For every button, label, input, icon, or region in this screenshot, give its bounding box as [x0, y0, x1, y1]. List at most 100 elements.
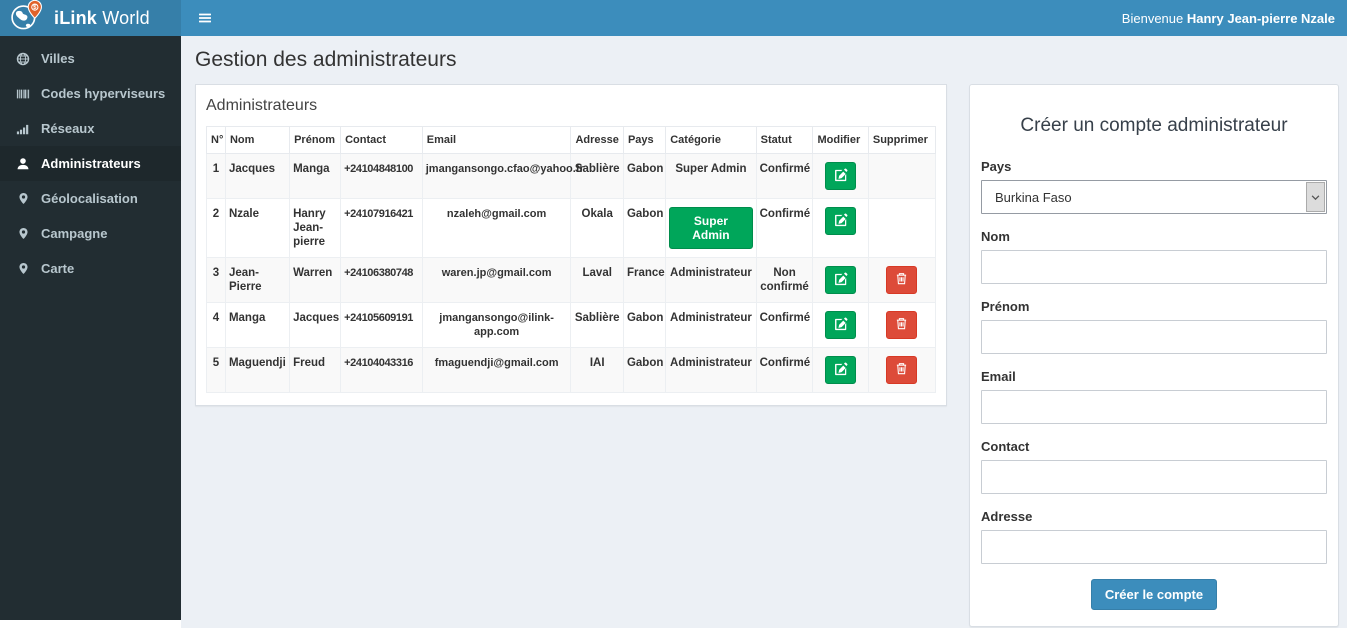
prenom-input[interactable]: [981, 320, 1327, 355]
column-header-modifier: Modifier: [812, 126, 869, 155]
page-title: Gestion des administrateurs: [195, 48, 457, 71]
create-account-button[interactable]: Créer le compte: [1090, 579, 1218, 611]
column-header-supprimer: Supprimer: [867, 126, 937, 155]
sidebar-item-reseaux[interactable]: Réseaux: [0, 111, 181, 146]
cell-statut: Confirmé: [755, 198, 814, 259]
delete-button[interactable]: [886, 356, 918, 385]
nom-input[interactable]: [981, 250, 1327, 285]
cell-categorie: Administrateur: [665, 347, 757, 394]
panel-title: Administrateurs: [206, 97, 318, 115]
edit-button[interactable]: [825, 207, 857, 236]
svg-text:$: $: [33, 5, 37, 11]
cell-contact: +24104043316: [340, 347, 423, 394]
column-header-nom: Nom: [224, 126, 291, 155]
edit-button[interactable]: [825, 356, 857, 385]
sidebar-item-label: Géolocalisation: [41, 191, 138, 206]
column-header-adresse: Adresse: [570, 126, 624, 155]
field-label-adresse: Adresse: [981, 509, 1033, 525]
cell-categorie: Administrateur: [665, 302, 757, 349]
contact-input[interactable]: [981, 460, 1327, 495]
sidebar-item-label: Réseaux: [41, 121, 95, 136]
sidebar-item-administrateurs[interactable]: Administrateurs: [0, 146, 181, 181]
sidebar-item-label: Villes: [41, 51, 75, 66]
column-header-contact: Contact: [340, 126, 423, 155]
delete-button[interactable]: [886, 266, 918, 295]
edit-button[interactable]: [825, 311, 857, 340]
edit-icon: [834, 362, 848, 379]
form-field-pays: Pays Burkina Faso: [981, 159, 1327, 215]
table-row: 4 Manga Jacques +24105609191 jmangansongo@il…: [206, 302, 937, 349]
cell-modifier: [812, 153, 869, 200]
cell-statut: Confirmé: [755, 347, 814, 394]
top-header: $ iLink World Bienvenue Hanry Jean-pierr…: [0, 0, 1347, 36]
trash-icon: [895, 272, 908, 288]
cell-prenom: Manga: [289, 153, 342, 200]
cell-modifier: [812, 302, 869, 349]
email-input[interactable]: [981, 390, 1327, 425]
sidebar-item-label: Codes hyperviseurs: [41, 86, 166, 101]
user-menu[interactable]: Bienvenue Hanry Jean-pierre Nzale: [1121, 10, 1335, 26]
cell-nom: Maguendji: [224, 347, 291, 394]
cell-pays: Gabon: [622, 153, 667, 200]
cell-statut: Confirmé: [755, 302, 814, 349]
form-field-adresse: Adresse: [981, 509, 1327, 565]
cell-num: 2: [206, 198, 226, 259]
cell-email: fmaguendji@gmail.com: [421, 347, 572, 394]
cell-contact: +24104848100: [340, 153, 423, 200]
edit-icon: [834, 317, 848, 334]
sidebar: Villes Codes hyperviseurs Réseaux Administr…: [0, 36, 181, 628]
cell-contact: +24107916421: [340, 198, 423, 259]
field-label-contact: Contact: [981, 439, 1030, 455]
adresse-input[interactable]: [981, 530, 1327, 565]
cell-email: nzaleh@gmail.com: [421, 198, 572, 259]
table-row: 5 Maguendji Freud +24104043316 fmaguendji@gm…: [206, 347, 937, 394]
cell-nom: Nzale: [224, 198, 291, 259]
brand[interactable]: $ iLink World: [0, 0, 181, 36]
sidebar-item-carte[interactable]: Carte: [0, 251, 181, 286]
field-label-email: Email: [981, 369, 1016, 385]
cell-adresse: Okala: [570, 198, 624, 259]
sidebar-item-label: Campagne: [41, 226, 108, 241]
cell-supprimer: [867, 257, 937, 304]
administrators-table: N° Nom Prénom Contact Email Adresse Pays Catégo…: [206, 126, 937, 394]
globe-icon: [15, 52, 31, 66]
column-header-n: N°: [206, 126, 226, 155]
table-row: 1 Jacques Manga +24104848100 jmangansongo.cf…: [206, 153, 937, 200]
cell-supprimer: [867, 198, 937, 259]
map-marker-icon: [15, 192, 31, 205]
cell-contact: +24105609191: [340, 302, 423, 349]
pays-select[interactable]: Burkina Faso: [981, 180, 1327, 215]
cell-email: jmangansongo.cfao@yahoo.fr: [421, 153, 584, 200]
cell-supprimer: [867, 302, 937, 349]
cell-statut: Non confirmé: [755, 257, 814, 304]
sidebar-item-label: Administrateurs: [41, 156, 141, 171]
sidebar-item-campagne[interactable]: Campagne: [0, 216, 181, 251]
navbar: Bienvenue Hanry Jean-pierre Nzale: [181, 0, 1347, 36]
sidebar-item-codes-hyperviseurs[interactable]: Codes hyperviseurs: [0, 76, 181, 111]
edit-icon: [834, 272, 848, 289]
cell-nom: Jean-Pierre: [224, 257, 291, 304]
column-header-statut: Statut: [755, 126, 814, 155]
cell-email: jmangansongo@ilink-app.com: [421, 302, 572, 349]
cell-categorie: Super Admin: [665, 198, 757, 259]
cell-adresse: Laval: [570, 257, 624, 304]
cell-prenom: Jacques: [289, 302, 342, 349]
cell-pays: Gabon: [622, 198, 667, 259]
administrators-panel: Administrateurs N° Nom Prénom Contact Email A…: [195, 84, 947, 407]
delete-button[interactable]: [886, 311, 918, 340]
map-marker-icon: [15, 262, 31, 275]
edit-button[interactable]: [825, 162, 857, 191]
content-area: Gestion des administrateurs Administrate…: [181, 36, 1347, 628]
column-header-prenom: Prénom: [289, 126, 342, 155]
field-label-prenom: Prénom: [981, 299, 1030, 315]
sidebar-item-villes[interactable]: Villes: [0, 41, 181, 76]
field-label-nom: Nom: [981, 229, 1010, 245]
form-field-email: Email: [981, 369, 1327, 425]
barcode-icon: [15, 87, 31, 101]
edit-button[interactable]: [825, 266, 857, 295]
cell-num: 1: [206, 153, 226, 200]
edit-icon: [834, 168, 848, 185]
super-admin-button[interactable]: Super Admin: [669, 207, 753, 250]
sidebar-item-geolocalisation[interactable]: Géolocalisation: [0, 181, 181, 216]
menu-toggle-icon[interactable]: [190, 3, 220, 33]
